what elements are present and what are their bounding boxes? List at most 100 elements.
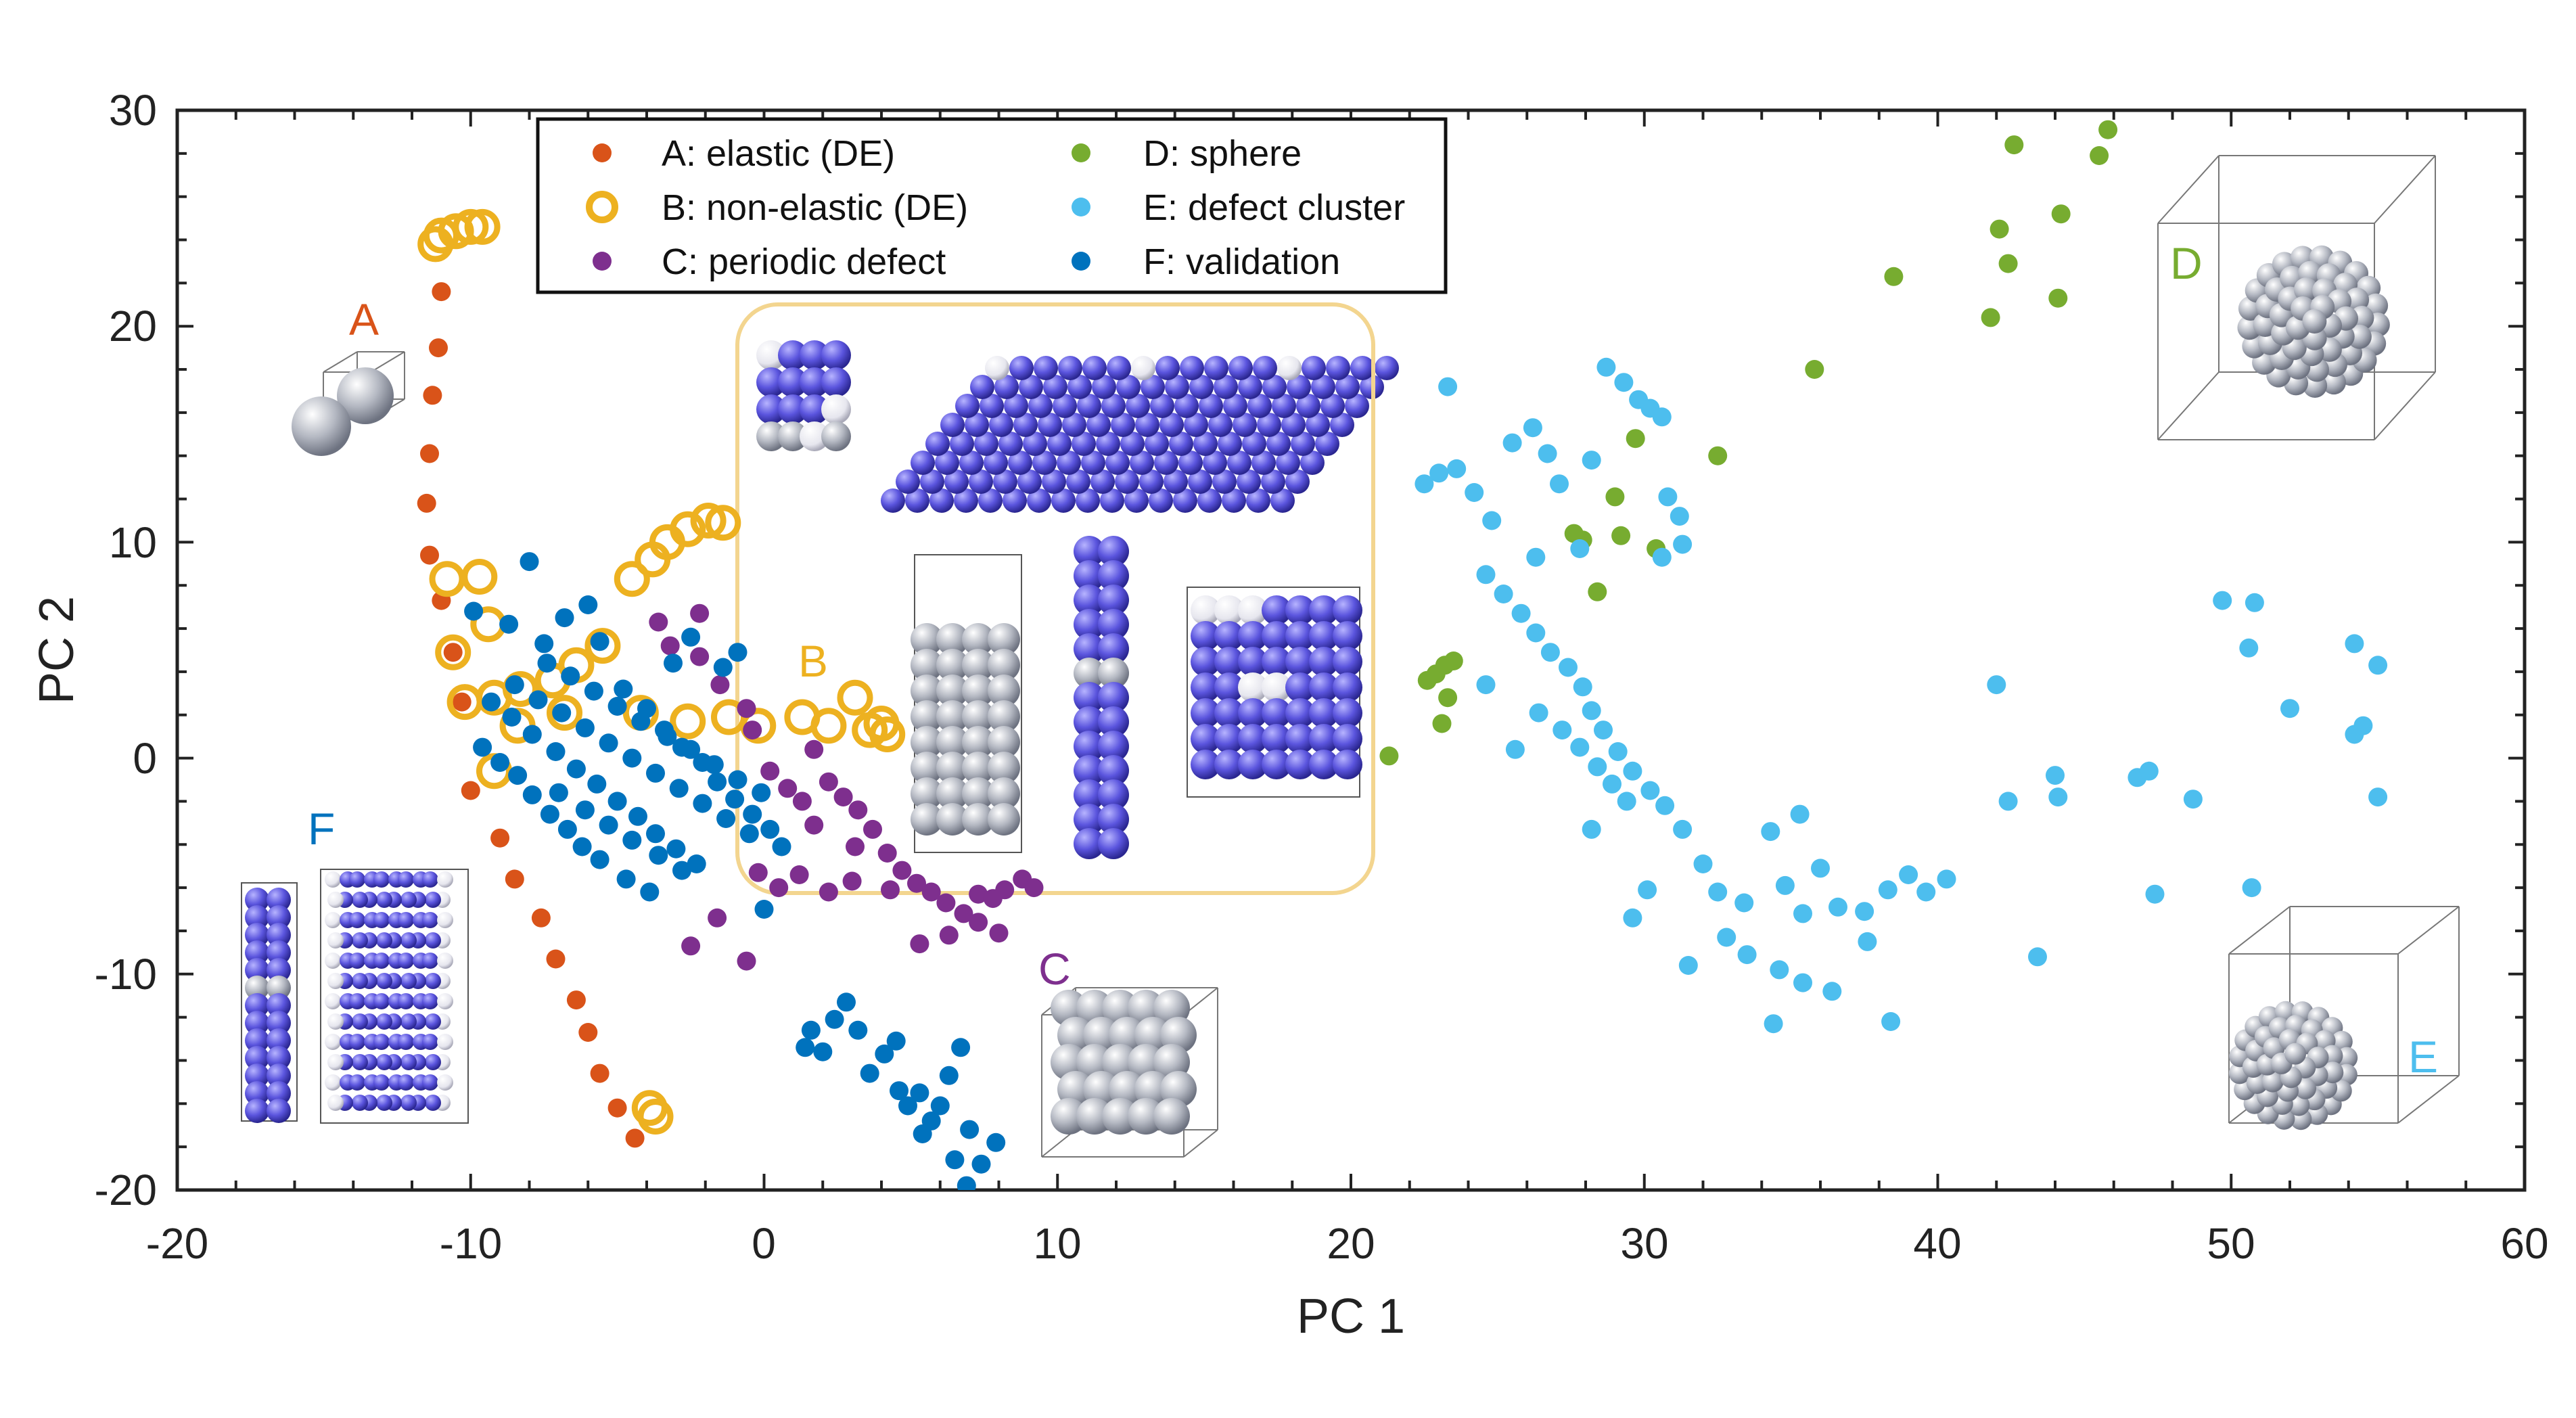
point-f — [693, 794, 712, 813]
point-f — [848, 1020, 868, 1040]
inset-b-atom — [936, 752, 969, 784]
point-e — [1655, 796, 1675, 815]
point-a — [429, 338, 448, 358]
point-c — [789, 865, 809, 884]
inset-b-atom — [911, 674, 943, 707]
point-c — [660, 636, 680, 656]
point-f — [590, 632, 610, 651]
inset-a-atom — [292, 396, 351, 456]
inset-f-atom — [267, 1099, 291, 1123]
inset-f-atom — [400, 1013, 417, 1030]
legend-label-b: B: non-elastic (DE) — [662, 187, 968, 228]
point-e — [1899, 865, 1918, 884]
inset-b-atom — [1074, 731, 1105, 762]
inset-b-atom — [989, 413, 1013, 437]
point-d — [1605, 487, 1625, 507]
inset-b-atom — [929, 488, 954, 513]
point-c — [681, 936, 701, 956]
inset-b-atom — [1135, 413, 1159, 437]
point-b — [435, 634, 472, 670]
inset-b-atom — [911, 803, 943, 836]
point-e — [2368, 656, 2388, 675]
inset-f-atom — [425, 1054, 441, 1070]
inset-b-atom — [936, 649, 969, 681]
inset-f-atom — [373, 912, 390, 928]
inset-a-atom — [337, 367, 394, 424]
point-b — [810, 708, 847, 744]
inset-b-atom — [974, 432, 998, 456]
inset-b-atom — [905, 488, 929, 513]
inset-b-atom — [1098, 585, 1129, 616]
inset-b-atom — [1320, 394, 1345, 418]
inset-b-atom — [1326, 356, 1350, 380]
inset-b-atom — [1285, 470, 1310, 494]
inset-f-atom — [349, 1074, 365, 1091]
point-f — [713, 658, 733, 677]
point-c — [778, 779, 798, 798]
inset-b-atom — [1276, 451, 1300, 475]
inset-f-atom — [437, 993, 453, 1009]
point-e — [1998, 792, 2018, 811]
inset-f-atom — [373, 1034, 390, 1050]
inset-b-atom — [1074, 633, 1105, 664]
inset-b-atom — [1047, 432, 1072, 456]
inset-b-atom — [1208, 413, 1233, 437]
inset-b-atom — [1098, 755, 1129, 786]
inset-c-atom — [1051, 1098, 1087, 1135]
inset-b-atom — [911, 451, 935, 475]
inset-b-atom — [1072, 432, 1096, 456]
point-e — [1482, 511, 1502, 530]
inset-b-atom — [1306, 413, 1330, 437]
inset-f-atom — [398, 871, 414, 888]
y-tick-label: -20 — [95, 1166, 158, 1214]
inset-b-atom — [1333, 750, 1362, 779]
inset-f-atom — [437, 953, 453, 969]
inset-b-atom — [1262, 724, 1291, 754]
inset-b-atom — [1214, 621, 1244, 651]
inset-b-atom — [1311, 375, 1335, 399]
inset-b-atom — [1154, 451, 1178, 475]
inset-f-atom — [245, 1011, 269, 1035]
inset-b-atom — [1277, 356, 1302, 380]
inset-b-atom — [1081, 451, 1105, 475]
inset-b-atom — [1285, 621, 1315, 651]
legend-marker-e — [1072, 198, 1090, 216]
inset-f-atom — [245, 976, 269, 1000]
point-f — [681, 627, 701, 647]
inset-b-atom — [1214, 724, 1244, 754]
point-e — [2368, 787, 2388, 807]
point-e — [2280, 699, 2299, 718]
inset-b-atom — [1333, 672, 1362, 702]
inset-b-atom — [911, 752, 943, 784]
point-f — [939, 1066, 959, 1085]
inset-b-atom — [1309, 647, 1339, 677]
inset-b-atom — [1008, 451, 1032, 475]
point-f — [631, 712, 651, 731]
inset-b-atom — [1333, 698, 1362, 728]
point-c — [989, 923, 1009, 943]
inset-b-atom — [1214, 672, 1244, 702]
point-d — [1611, 526, 1631, 545]
inset-f-atom — [398, 993, 414, 1009]
inset-b-atom — [911, 623, 943, 656]
inset-b-atom — [778, 421, 808, 451]
inset-label-a: A — [349, 294, 379, 344]
point-b — [461, 559, 498, 595]
point-e — [1764, 1014, 1783, 1034]
inset-b-atom — [778, 394, 808, 424]
point-e — [2139, 761, 2159, 781]
inset-f-atom — [245, 1064, 269, 1088]
point-f — [561, 666, 580, 686]
x-tick-label: -10 — [440, 1219, 503, 1268]
inset-f-atom — [267, 888, 291, 912]
inset-f-atom — [376, 1095, 392, 1111]
point-b — [584, 628, 621, 664]
inset-b-atom — [1165, 375, 1189, 399]
inset-f-structure — [241, 869, 469, 1124]
inset-b-atom — [1262, 375, 1287, 399]
point-e — [1878, 880, 1898, 900]
inset-f-atom — [325, 871, 341, 888]
inset-b-atom — [936, 777, 969, 810]
point-f — [552, 703, 572, 723]
axis-ticks — [176, 109, 2526, 1191]
